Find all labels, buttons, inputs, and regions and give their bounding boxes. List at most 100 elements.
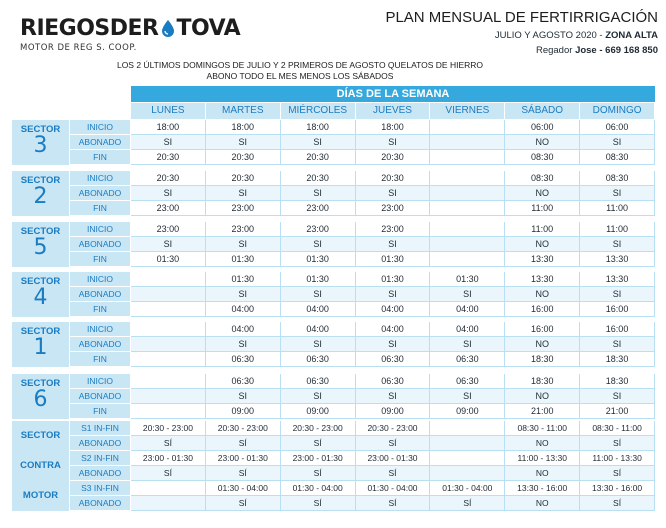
motor-schedule-cell: 11:00 - 13:30 <box>505 451 581 466</box>
motor-schedule-cell: SÍ <box>205 436 281 451</box>
sector-word: SECTOR <box>20 175 61 186</box>
schedule-cell: 04:00 <box>430 322 506 337</box>
row-label: INICIO <box>70 222 130 237</box>
schedule-cell <box>131 404 206 419</box>
row-label: ABONADO <box>70 135 130 150</box>
schedule-cell: 06:30 <box>280 374 356 389</box>
schedule-cell: SI <box>355 186 431 201</box>
schedule-grid: 23:00 23:00 23:00 23:00 11:00 11:00 SI SI SI SI NO… <box>131 222 655 267</box>
schedule-cell: 06:30 <box>430 374 506 389</box>
schedule-cell <box>430 135 506 150</box>
row-label: FIN <box>70 150 130 165</box>
schedule-cell: 23:00 <box>280 201 356 216</box>
schedule-cell: SI <box>580 237 655 252</box>
motor-schedule-cell: NO <box>505 496 581 511</box>
sector-word: SECTOR <box>20 124 61 135</box>
row-label: ABONADO <box>70 237 130 252</box>
sector-word: SECTOR <box>20 226 61 237</box>
schedule-cell: 06:30 <box>355 374 431 389</box>
schedule-cell <box>430 120 506 135</box>
schedule-cell: 04:00 <box>280 302 356 317</box>
schedule-cell: SI <box>280 287 356 302</box>
schedule-cell: 01:30 <box>205 252 281 267</box>
schedule-cell <box>131 389 206 404</box>
sector-number: 4 <box>33 285 48 310</box>
row-label: FIN <box>70 201 130 216</box>
motor-schedule-cell: 20:30 - 23:00 <box>205 421 281 436</box>
day-thursday: JUEVES <box>355 103 431 119</box>
schedule-cell: 06:30 <box>280 352 356 367</box>
day-sunday: DOMINGO <box>580 103 656 119</box>
sector-number: 3 <box>33 133 48 158</box>
schedule-grid: 18:00 18:00 18:00 18:00 06:00 06:00 SI SI SI SI NO… <box>131 120 655 165</box>
schedule-cell <box>430 171 506 186</box>
schedule-cell: SI <box>580 287 655 302</box>
schedule-cell <box>131 337 206 352</box>
sector-label: SECTOR 6 <box>12 374 69 419</box>
water-drop-icon <box>160 18 176 37</box>
day-wednesday: MIÉRCOLES <box>280 103 356 119</box>
motor-schedule-cell: 11:00 - 13:30 <box>580 451 655 466</box>
sector-label: SECTOR 5 <box>12 222 69 267</box>
schedule-cell: 09:00 <box>355 404 431 419</box>
motor-schedule-cell: 20:30 - 23:00 <box>355 421 431 436</box>
schedule-cell: SI <box>280 389 356 404</box>
logo-brand-left: RIEGOSDER <box>20 16 159 41</box>
schedule-cell: 13:30 <box>505 252 581 267</box>
sector-word: SECTOR <box>20 378 61 389</box>
schedule-cell: SI <box>355 389 431 404</box>
row-label: INICIO <box>70 171 130 186</box>
motor-label-contra: CONTRA <box>20 460 61 471</box>
schedule-cell: 01:30 <box>280 272 356 287</box>
schedule-cell: SI <box>355 287 431 302</box>
schedule-cell: 11:00 <box>505 222 581 237</box>
motor-schedule-cell: SÍ <box>580 436 655 451</box>
motor-schedule-cell: 13:30 - 16:00 <box>580 481 655 496</box>
schedule-cell: SI <box>280 337 356 352</box>
schedule-cell: SI <box>131 237 206 252</box>
day-columns: LUNES MARTES MIÉRCOLES JUEVES VIERNES SÁ… <box>131 103 656 119</box>
schedule-cell <box>430 252 506 267</box>
schedule-cell: 01:30 <box>131 252 206 267</box>
row-label: FIN <box>70 302 130 317</box>
motor-schedule-cell: NO <box>505 436 581 451</box>
schedule-cell: 08:30 <box>505 150 581 165</box>
schedule-cell: 04:00 <box>205 302 281 317</box>
motor-schedule-cell: SÍ <box>280 466 356 481</box>
sector-label: SECTOR 3 <box>12 120 69 165</box>
schedule-cell: 20:30 <box>131 150 206 165</box>
schedule-cell: 06:30 <box>430 352 506 367</box>
row-label: ABONADO <box>70 389 130 404</box>
schedule-cell: 23:00 <box>131 201 206 216</box>
schedule-cell <box>131 322 206 337</box>
schedule-cell <box>131 272 206 287</box>
schedule-cell <box>131 374 206 389</box>
sector-word: SECTOR <box>20 326 61 337</box>
schedule-cell: 06:00 <box>580 120 655 135</box>
schedule-cell: NO <box>505 287 581 302</box>
motor-schedule-cell: SÍ <box>280 496 356 511</box>
row-label: FIN <box>70 252 130 267</box>
motor-row-label: ABONADO <box>70 496 130 511</box>
schedule-cell: 04:00 <box>430 302 506 317</box>
schedule-grid: 20:30 20:30 20:30 20:30 08:30 08:30 SI SI SI SI NO… <box>131 171 655 216</box>
schedule-cell: 04:00 <box>355 322 431 337</box>
schedule-cell: 18:00 <box>355 120 431 135</box>
zone-text: ZONA ALTA <box>605 30 658 41</box>
schedule-cell: 01:30 <box>205 272 281 287</box>
motor-row-labels: S1 IN-FIN ABONADO S2 IN-FIN ABONADO S3 IN-FI… <box>70 421 130 511</box>
schedule-cell: SI <box>580 389 655 404</box>
schedule-cell: 18:30 <box>505 374 581 389</box>
document-title-block: PLAN MENSUAL DE FERTIRRIGACIÓN JULIO Y A… <box>298 9 658 56</box>
row-label: INICIO <box>70 374 130 389</box>
schedule-cell: 11:00 <box>580 201 655 216</box>
day-tuesday: MARTES <box>205 103 281 119</box>
note-line-1: LOS 2 ÚLTIMOS DOMINGOS DE JULIO Y 2 PRIM… <box>116 60 484 70</box>
motor-schedule-cell: 23:00 - 01:30 <box>355 451 431 466</box>
schedule-cell: 21:00 <box>580 404 655 419</box>
schedule-cell: SI <box>580 337 655 352</box>
motor-schedule-cell <box>430 436 506 451</box>
schedule-cell: 01:30 <box>355 272 431 287</box>
row-label: ABONADO <box>70 337 130 352</box>
motor-schedule-cell: SÍ <box>430 496 506 511</box>
